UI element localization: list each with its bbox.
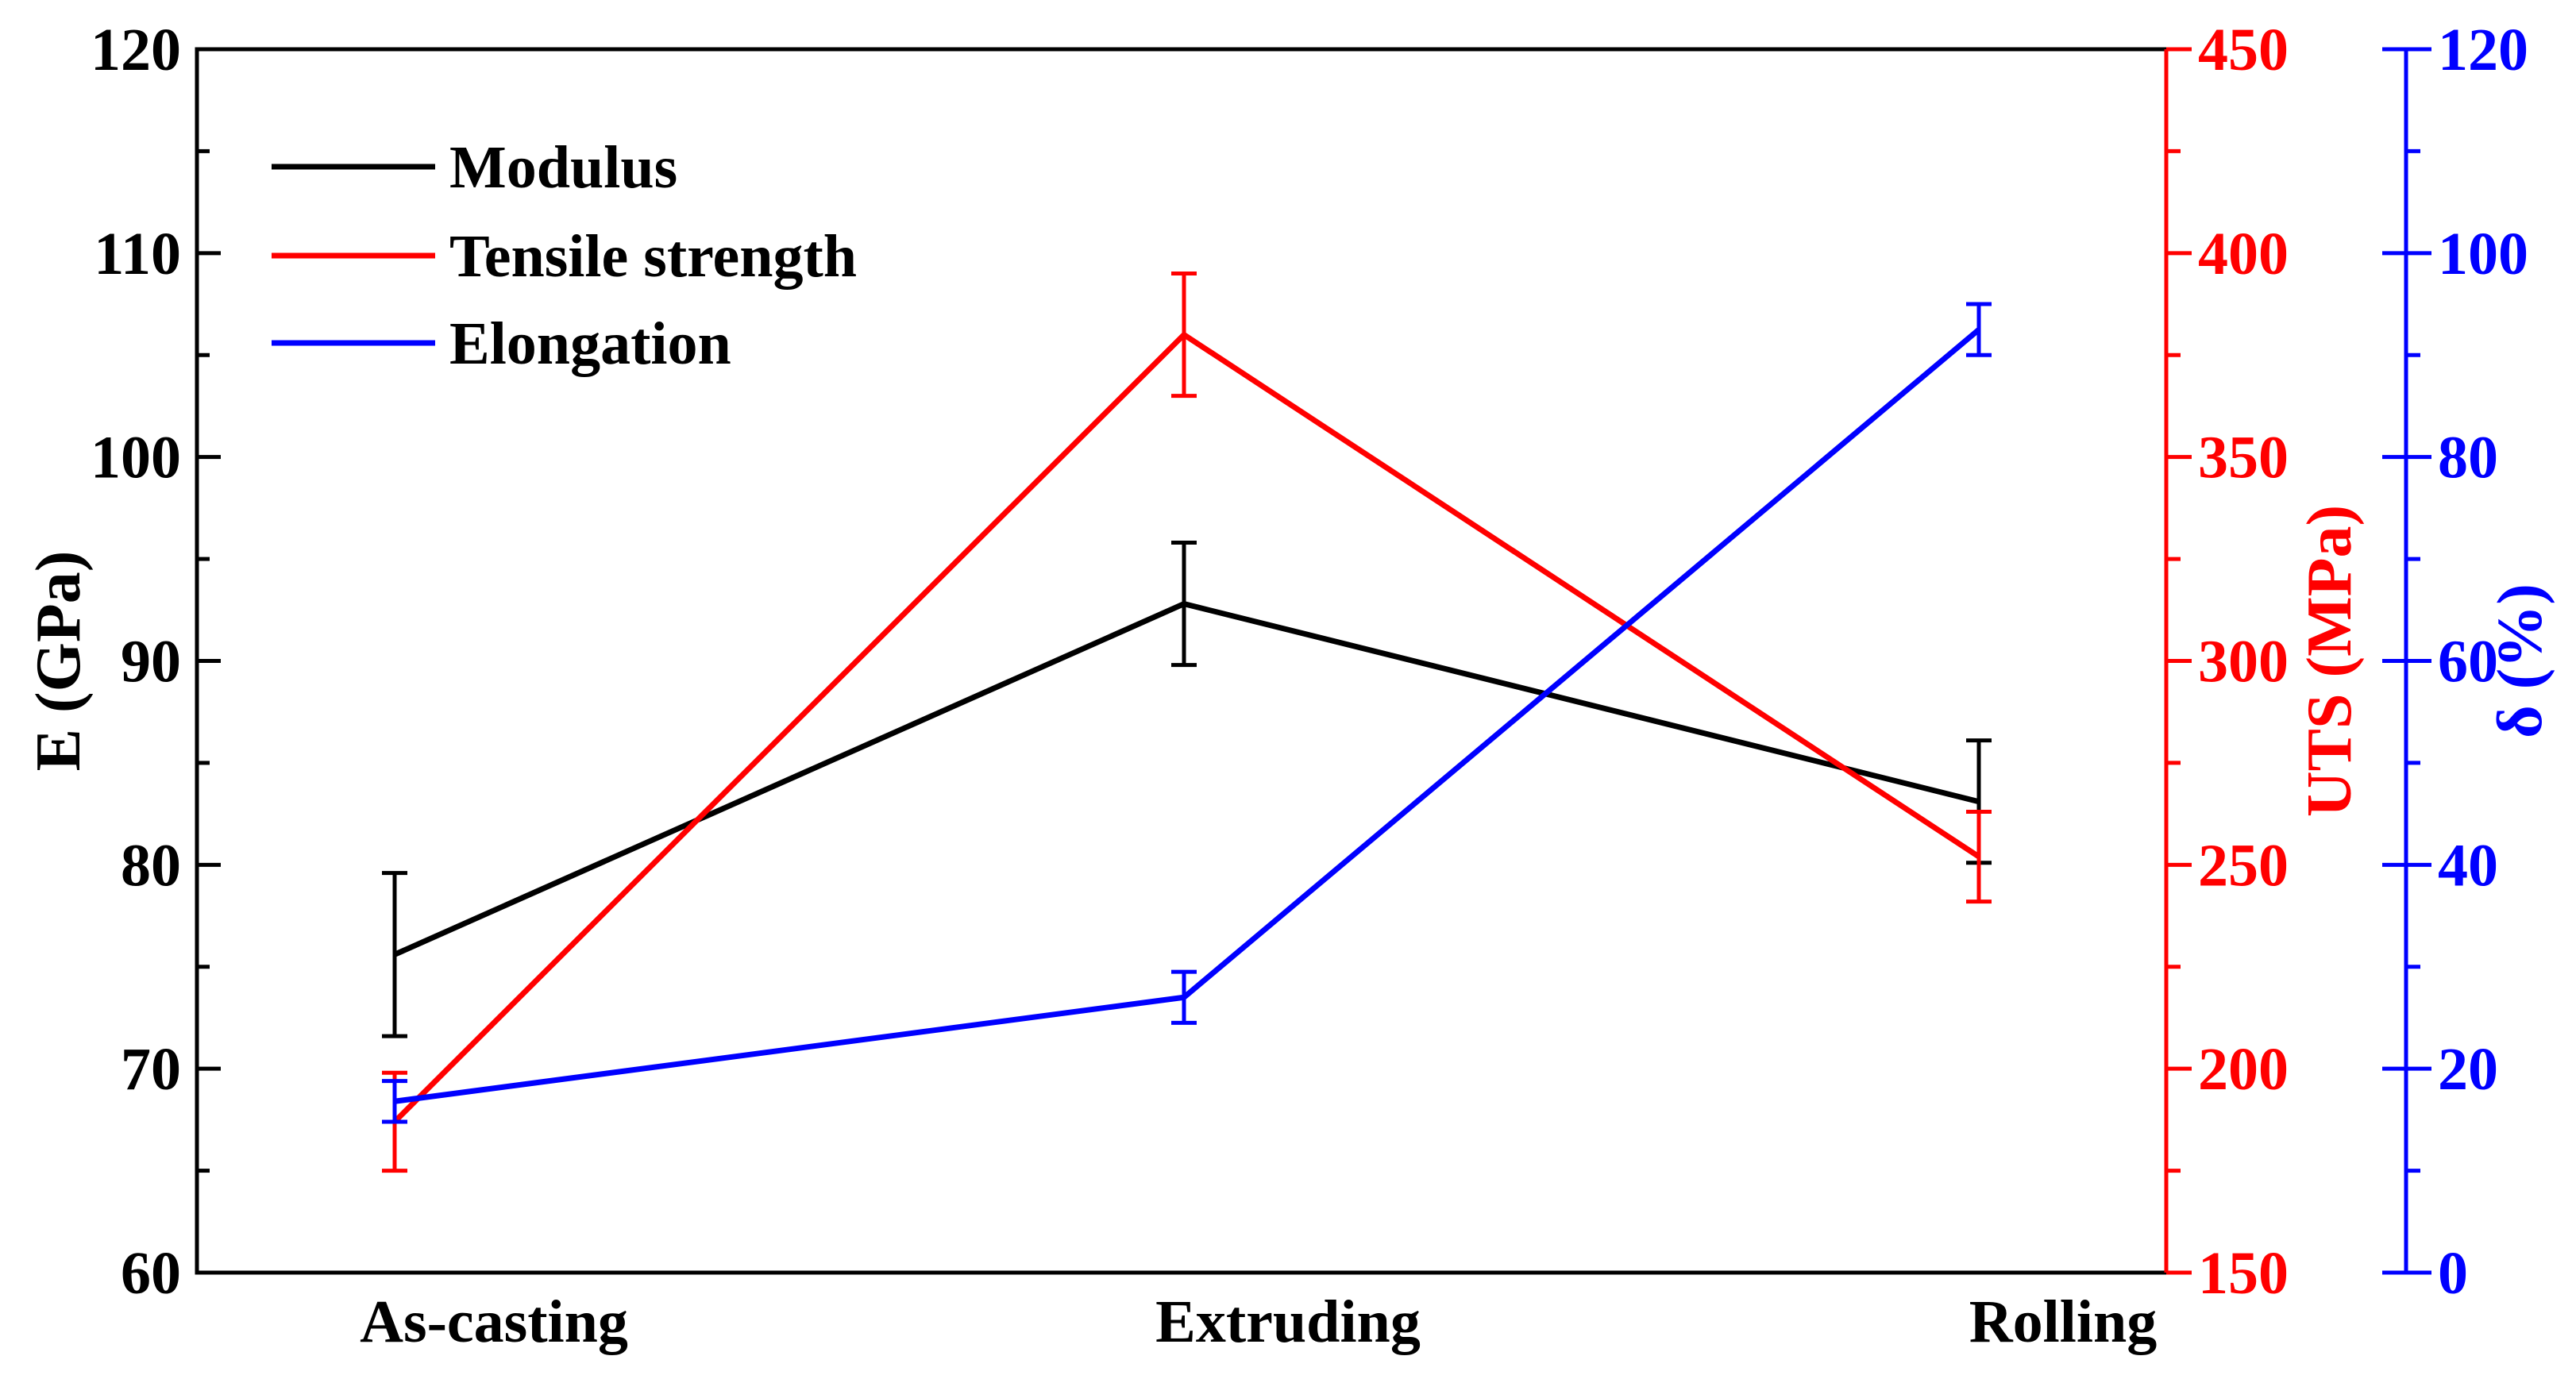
elongation-axis-tick-label: 120: [2438, 17, 2528, 83]
elongation-axis-tick-label: 0: [2438, 1240, 2468, 1307]
uts-axis-tick-label: 300: [2198, 629, 2289, 695]
category-label: Extruding: [1155, 1288, 1421, 1355]
left-axis-title: E (GPa): [24, 551, 94, 772]
uts-axis-tick-label: 200: [2198, 1036, 2289, 1103]
legend-label: Tensile strength: [449, 223, 857, 290]
elongation-axis-tick-label: 20: [2438, 1036, 2498, 1103]
category-label: Rolling: [1969, 1288, 2158, 1355]
left-axis-tick-label: 70: [121, 1036, 181, 1103]
left-axis-tick-label: 100: [91, 425, 181, 491]
elongation-axis-tick-label: 100: [2438, 221, 2528, 287]
category-label: As-casting: [360, 1288, 628, 1355]
left-axis-tick-label: 90: [121, 629, 181, 695]
uts-axis-tick-label: 250: [2198, 832, 2289, 899]
legend-label: Elongation: [449, 310, 731, 377]
uts-axis-title: UTS (MPa): [2295, 505, 2365, 817]
uts-axis-tick-label: 350: [2198, 425, 2289, 491]
elongation-axis-tick-label: 40: [2438, 832, 2498, 899]
left-axis-tick-label: 120: [91, 17, 181, 83]
left-axis-tick-label: 60: [121, 1240, 181, 1307]
uts-axis-tick-label: 400: [2198, 221, 2289, 287]
elongation-axis-tick-label: 80: [2438, 425, 2498, 491]
uts-axis-tick-label: 150: [2198, 1240, 2289, 1307]
left-axis-tick-label: 110: [94, 221, 181, 287]
uts-axis-tick-label: 450: [2198, 17, 2289, 83]
left-axis-tick-label: 80: [121, 832, 181, 899]
elongation-axis-title: δ (%): [2485, 584, 2555, 738]
legend-label: Modulus: [449, 134, 677, 201]
